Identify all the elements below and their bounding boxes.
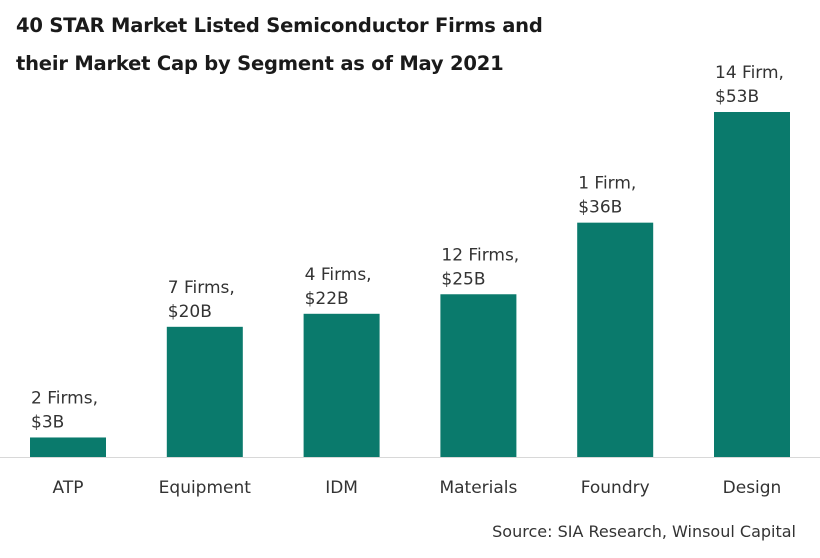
chart-title-line-2: their Market Cap by Segment as of May 20… xyxy=(16,52,504,75)
data-label: 12 Firms, xyxy=(441,245,519,265)
data-label: $53B xyxy=(715,87,759,107)
data-label: $25B xyxy=(441,269,485,289)
x-tick-label: Design xyxy=(723,478,782,498)
bar-materials xyxy=(440,294,517,457)
data-label: $22B xyxy=(305,289,349,309)
x-tick-label: ATP xyxy=(53,478,84,498)
x-tick-label: Materials xyxy=(439,478,517,498)
data-label: $20B xyxy=(168,302,212,322)
chart-title-line-1: 40 STAR Market Listed Semiconductor Firm… xyxy=(16,14,543,37)
bar-equipment xyxy=(166,326,243,457)
bar-atp xyxy=(30,437,106,457)
data-label: 7 Firms, xyxy=(168,278,235,298)
data-label: $36B xyxy=(578,198,622,218)
x-tick-label: Foundry xyxy=(581,478,650,498)
bar-foundry xyxy=(577,222,654,457)
x-tick-label: IDM xyxy=(325,478,358,498)
data-label: 1 Firm, xyxy=(578,174,636,194)
x-tick-label: Equipment xyxy=(159,478,252,498)
bar-design xyxy=(714,112,790,457)
bar-idm xyxy=(303,313,380,457)
data-label: 4 Firms, xyxy=(305,265,372,285)
source-note: Source: SIA Research, Winsoul Capital xyxy=(492,522,796,541)
data-label: 14 Firm, xyxy=(715,63,784,83)
data-label: $3B xyxy=(31,412,64,432)
data-label: 2 Firms, xyxy=(31,388,98,408)
